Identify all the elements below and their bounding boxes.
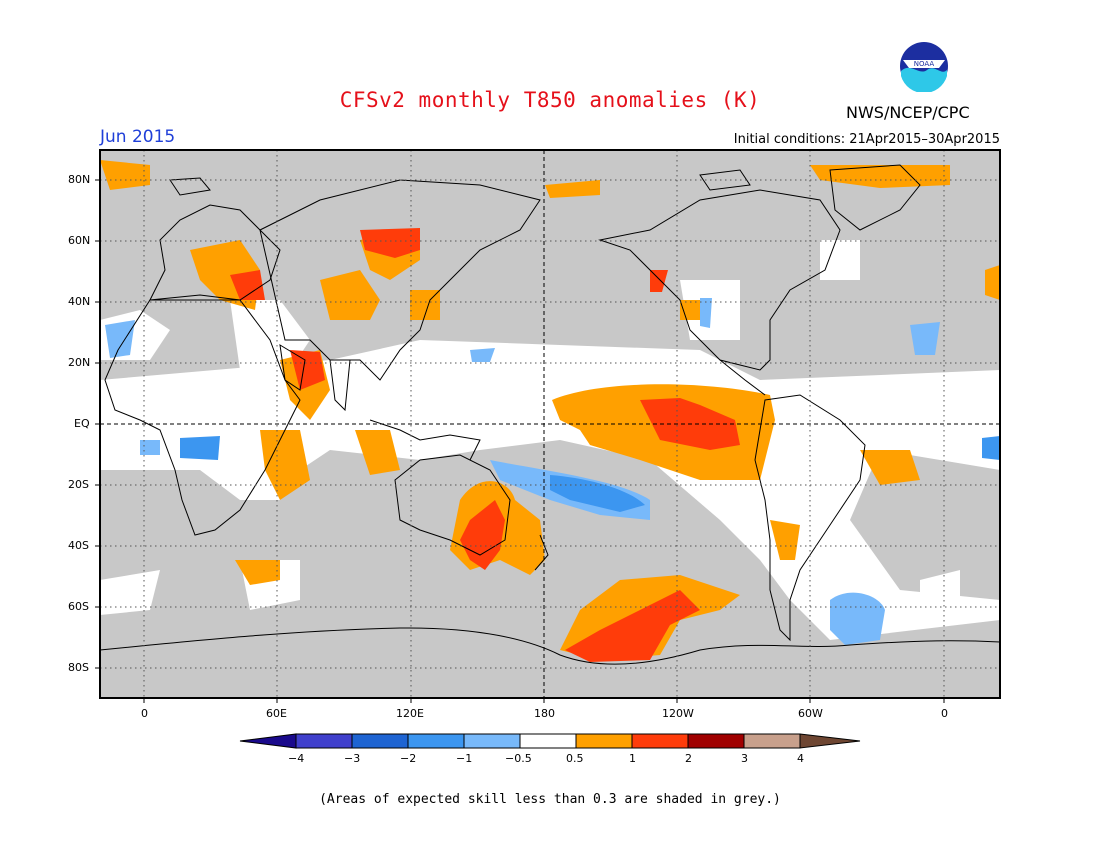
colorbar-swatch — [463, 733, 521, 749]
colorbar-swatch — [631, 733, 689, 749]
lat-label: 20N — [68, 356, 91, 369]
chart-title: CFSv2 monthly T850 anomalies (K) — [339, 88, 761, 112]
colorbar-swatch — [295, 733, 353, 749]
negative-anomaly-strong — [180, 436, 1000, 512]
lon-label: 180 — [534, 707, 555, 720]
positive-anomaly-strong — [230, 228, 740, 662]
lat-label: 60N — [68, 234, 91, 247]
coastlines — [100, 164, 1000, 665]
colorbar-tick-label: 0.5 — [566, 752, 584, 765]
lat-label: EQ — [74, 417, 90, 430]
skill-footnote: (Areas of expected skill less than 0.3 a… — [319, 792, 781, 807]
lon-label: 120W — [662, 707, 694, 720]
colorbar-swatch — [687, 733, 745, 749]
colorbar-tick-label: −2 — [400, 752, 417, 765]
colorbar-swatch-min — [239, 733, 297, 749]
lon-label: 0 — [941, 707, 948, 720]
noaa-logo: NOAA — [893, 40, 955, 96]
colorbar-tick-label: −1 — [456, 752, 473, 765]
initial-conditions: Initial conditions: 21Apr2015–30Apr2015 — [733, 132, 1000, 147]
colorbar — [239, 733, 861, 749]
colorbar-swatch-max — [799, 733, 861, 749]
lat-label: 20S — [68, 478, 89, 491]
lat-label: 60S — [68, 600, 89, 613]
map-field — [100, 150, 1000, 698]
colorbar-tick-label: 2 — [685, 752, 692, 765]
colorbar-tick-label: 3 — [741, 752, 748, 765]
lat-label: 40S — [68, 539, 89, 552]
colorbar-tick-label: 4 — [797, 752, 804, 765]
colorbar-swatch — [519, 733, 577, 749]
colorbar-tick-label: −3 — [344, 752, 361, 765]
colorbar-tick-label: −4 — [288, 752, 305, 765]
svg-text:NOAA: NOAA — [914, 60, 935, 68]
lon-label: 60W — [798, 707, 823, 720]
colorbar-swatch — [407, 733, 465, 749]
lat-label: 80N — [68, 173, 91, 186]
valid-month: Jun 2015 — [100, 127, 176, 147]
lat-label: 40N — [68, 295, 91, 308]
colorbar-tick-label: 1 — [629, 752, 636, 765]
colorbar-swatch — [743, 733, 801, 749]
colorbar-tick-label: −0.5 — [505, 752, 532, 765]
lon-label: 0 — [141, 707, 148, 720]
lon-label: 120E — [396, 707, 424, 720]
equator-dateline — [100, 150, 1000, 698]
colorbar-swatch — [351, 733, 409, 749]
colorbar-swatch — [575, 733, 633, 749]
agency-label: NWS/NCEP/CPC — [846, 103, 970, 122]
gridlines — [100, 150, 1000, 698]
axis-ticks — [95, 179, 945, 703]
lon-label: 60E — [266, 707, 287, 720]
lat-label: 80S — [68, 661, 89, 674]
